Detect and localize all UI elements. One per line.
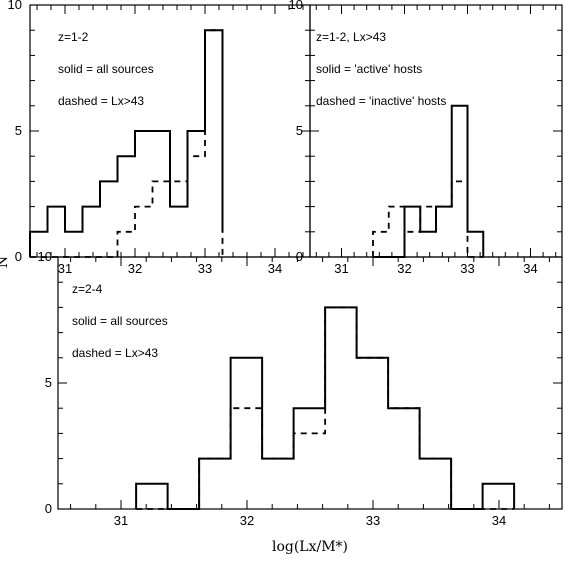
chart-2-ytick-label: 5 [45,375,52,390]
panel-bottom: 31 32 33 34 0 5 10 z=2-4 solid = all sources dash… [38,249,563,528]
chart-0-xtick-label: 31 [58,261,72,276]
chart-2-xtick-label: 32 [240,513,254,528]
chart-1-series-dashed [372,180,484,258]
chart-1-xtick-label: 31 [334,261,348,276]
chart-2-xtick-label: 34 [492,513,506,528]
chart-2-annotation: solid = all sources [72,314,168,328]
chart-0-annotation: z=1-2 [58,30,89,44]
chart-0-series-solid [29,29,224,257]
chart-2-series-dashed [136,306,515,510]
chart-2-ytick-label: 0 [45,501,52,516]
chart-2-xtick-label: 31 [114,513,128,528]
chart-1-series-solid [373,104,485,258]
chart-2-annotation: z=2-4 [72,282,103,296]
chart-0-annotation: dashed = Lx>43 [58,94,144,108]
chart-2-ytick-label: 10 [38,249,52,264]
panel-top-left: 31 32 33 34 0 5 10 z=1-2 solid = all sources dash… [8,0,311,276]
chart-1-annotation: solid = 'active' hosts [316,62,422,76]
x-axis-label: log(Lx/M*) [272,539,348,555]
chart-1-xtick-label: 33 [460,261,474,276]
chart-1-xtick-label: 34 [523,261,537,276]
chart-1-annotation: z=1-2, Lx>43 [316,30,386,44]
chart-0-ytick-label: 5 [15,123,22,138]
chart-1-ytick-label: 5 [296,123,303,138]
chart-0-xtick-label: 34 [268,261,282,276]
chart-1-ytick-label: 10 [289,0,303,12]
chart-2-frame [57,256,563,510]
y-axis-label: N [0,256,11,268]
chart-1-xtick-label: 32 [397,261,411,276]
chart-2-annotation: dashed = Lx>43 [72,346,158,360]
chart-0-ytick-label: 0 [15,249,22,264]
chart-0-xtick-label: 32 [128,261,142,276]
chart-2-xtick-label: 33 [366,513,380,528]
chart-0-annotation: solid = all sources [58,62,154,76]
chart-0-ytick-label: 10 [8,0,22,12]
chart-0-xtick-label: 33 [198,261,212,276]
chart-1-annotation: dashed = 'inactive' hosts [316,94,446,108]
